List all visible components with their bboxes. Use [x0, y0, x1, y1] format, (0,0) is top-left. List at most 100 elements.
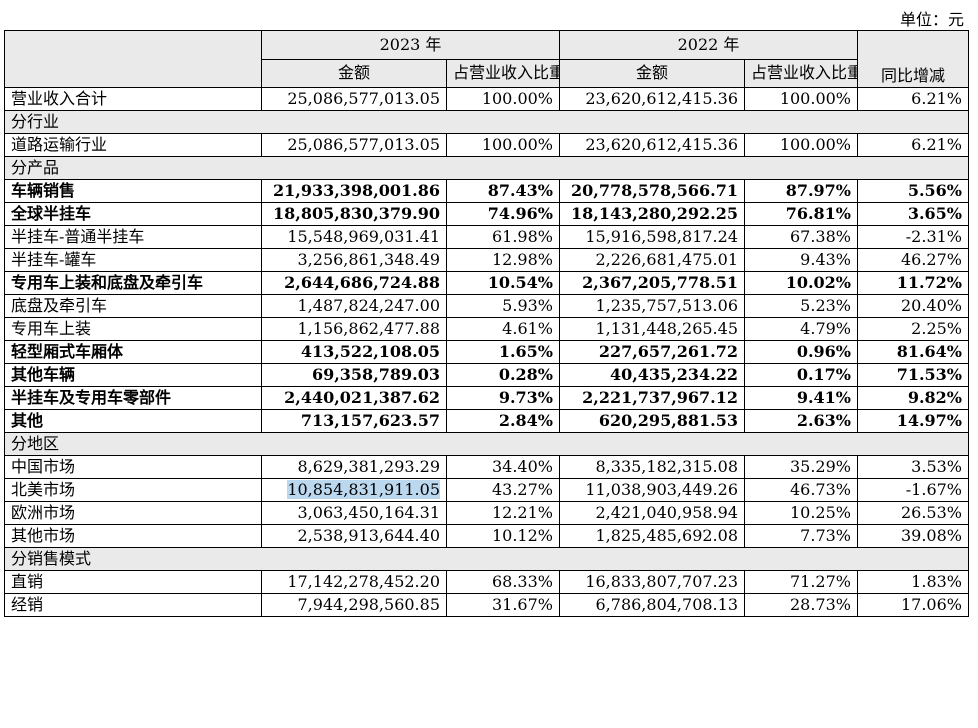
yoy-change: 71.53% — [857, 363, 969, 387]
row-label: 其他车辆 — [4, 363, 262, 387]
row-label: 车辆销售 — [4, 179, 262, 203]
share-2022: 2.63% — [744, 409, 858, 433]
amount-2023: 17,142,278,452.20 — [261, 570, 447, 594]
share-2022: 0.17% — [744, 363, 858, 387]
amount-2023: 1,156,862,477.88 — [261, 317, 447, 341]
share-2022: 28.73% — [744, 593, 858, 617]
row-label: 中国市场 — [4, 455, 262, 479]
amount-2023: 1,487,824,247.00 — [261, 294, 447, 318]
share-2022: 7.73% — [744, 524, 858, 548]
share-2022: 10.02% — [744, 271, 858, 295]
section-label: 分地区 — [4, 432, 969, 456]
table-row: 道路运输行业 25,086,577,013.05 100.00% 23,620,612… — [4, 133, 969, 157]
share-2023: 43.27% — [446, 478, 560, 502]
amount-2022: 2,221,737,967.12 — [559, 386, 745, 410]
share-2022: 100.00% — [744, 133, 858, 157]
share-2022: 87.97% — [744, 179, 858, 203]
header-share-2022: 占营业收入比重 — [744, 58, 858, 88]
row-label: 营业收入合计 — [4, 87, 262, 111]
share-2023: 9.73% — [446, 386, 560, 410]
table-row: 专用车上装 1,156,862,477.88 4.61% 1,131,448,265.… — [4, 317, 969, 341]
yoy-change: 39.08% — [857, 524, 969, 548]
row-label: 道路运输行业 — [4, 133, 262, 157]
share-2022: 9.41% — [744, 386, 858, 410]
section-label: 分产品 — [4, 156, 969, 180]
section-row-region: 分地区 — [4, 432, 969, 456]
table-body: 营业收入合计 25,086,577,013.05 100.00% 23,620,… — [4, 87, 969, 617]
table-row: 其他 713,157,623.57 2.84% 620,295,881.53 2.63%… — [4, 409, 969, 433]
row-label: 直销 — [4, 570, 262, 594]
row-label: 专用车上装 — [4, 317, 262, 341]
yoy-change: 81.64% — [857, 340, 969, 364]
share-2022: 71.27% — [744, 570, 858, 594]
yoy-change: 11.72% — [857, 271, 969, 295]
amount-2022: 20,778,578,566.71 — [559, 179, 745, 203]
row-label: 半挂车-罐车 — [4, 248, 262, 272]
share-2022: 76.81% — [744, 202, 858, 226]
row-label: 底盘及牵引车 — [4, 294, 262, 318]
amount-2023: 7,944,298,560.85 — [261, 593, 447, 617]
share-2023: 10.12% — [446, 524, 560, 548]
yoy-change: 14.97% — [857, 409, 969, 433]
share-2023: 12.21% — [446, 501, 560, 525]
table-row: 轻型厢式车厢体 413,522,108.05 1.65% 227,657,261.72… — [4, 340, 969, 364]
amount-2022: 620,295,881.53 — [559, 409, 745, 433]
amount-2023: 2,538,913,644.40 — [261, 524, 447, 548]
share-2023: 68.33% — [446, 570, 560, 594]
amount-2022: 16,833,807,707.23 — [559, 570, 745, 594]
yoy-change: 17.06% — [857, 593, 969, 617]
amount-2022: 15,916,598,817.24 — [559, 225, 745, 249]
share-2023: 74.96% — [446, 202, 560, 226]
yoy-change: 6.21% — [857, 133, 969, 157]
amount-2022: 18,143,280,292.25 — [559, 202, 745, 226]
amount-2023: 15,548,969,031.41 — [261, 225, 447, 249]
amount-2023: 21,933,398,001.86 — [261, 179, 447, 203]
amount-2023: 8,629,381,293.29 — [261, 455, 447, 479]
amount-2022: 23,620,612,415.36 — [559, 87, 745, 111]
yoy-change: 9.82% — [857, 386, 969, 410]
header-amount-2022: 金额 — [559, 58, 745, 88]
row-label: 其他 — [4, 409, 262, 433]
amount-2023: 18,805,830,379.90 — [261, 202, 447, 226]
amount-2022: 6,786,804,708.13 — [559, 593, 745, 617]
amount-2023: 3,063,450,164.31 — [261, 501, 447, 525]
row-label: 轻型厢式车厢体 — [4, 340, 262, 364]
amount-2022: 227,657,261.72 — [559, 340, 745, 364]
amount-2022: 2,367,205,778.51 — [559, 271, 745, 295]
share-2022: 4.79% — [744, 317, 858, 341]
yoy-change: 20.40% — [857, 294, 969, 318]
amount-2023: 3,256,861,348.49 — [261, 248, 447, 272]
amount-2022: 2,226,681,475.01 — [559, 248, 745, 272]
table-row: 其他车辆 69,358,789.03 0.28% 40,435,234.22 0.17%… — [4, 363, 969, 387]
table-row: 北美市场 10,854,831,911.05 43.27% 11,038,903,44… — [4, 478, 969, 502]
amount-2022: 1,825,485,692.08 — [559, 524, 745, 548]
amount-2022: 2,421,040,958.94 — [559, 501, 745, 525]
yoy-change: -2.31% — [857, 225, 969, 249]
table-row: 经销 7,944,298,560.85 31.67% 6,786,804,708.13… — [4, 593, 969, 617]
yoy-change: 2.25% — [857, 317, 969, 341]
share-2022: 35.29% — [744, 455, 858, 479]
share-2023: 10.54% — [446, 271, 560, 295]
share-2022: 9.43% — [744, 248, 858, 272]
table-row: 半挂车及专用车零部件 2,440,021,387.62 9.73% 2,221,737… — [4, 386, 969, 410]
share-2023: 31.67% — [446, 593, 560, 617]
amount-2023: 2,440,021,387.62 — [261, 386, 447, 410]
share-2023: 12.98% — [446, 248, 560, 272]
table-row: 车辆销售 21,933,398,001.86 87.43% 20,778,578,56… — [4, 179, 969, 203]
share-2022: 5.23% — [744, 294, 858, 318]
section-row-sales-mode: 分销售模式 — [4, 547, 969, 571]
share-2023: 34.40% — [446, 455, 560, 479]
share-2023: 61.98% — [446, 225, 560, 249]
header-share-2023: 占营业收入比重 — [446, 58, 560, 88]
share-2023: 4.61% — [446, 317, 560, 341]
yoy-change: 3.65% — [857, 202, 969, 226]
header-amount-2023: 金额 — [261, 58, 447, 88]
share-2023: 0.28% — [446, 363, 560, 387]
table-row: 专用车上装和底盘及牵引车 2,644,686,724.88 10.54% 2,367,… — [4, 271, 969, 295]
share-2022: 100.00% — [744, 87, 858, 111]
row-label: 欧洲市场 — [4, 501, 262, 525]
share-2023: 87.43% — [446, 179, 560, 203]
highlighted-amount[interactable]: 10,854,831,911.05 — [287, 480, 440, 499]
amount-2022: 40,435,234.22 — [559, 363, 745, 387]
amount-2022: 11,038,903,449.26 — [559, 478, 745, 502]
